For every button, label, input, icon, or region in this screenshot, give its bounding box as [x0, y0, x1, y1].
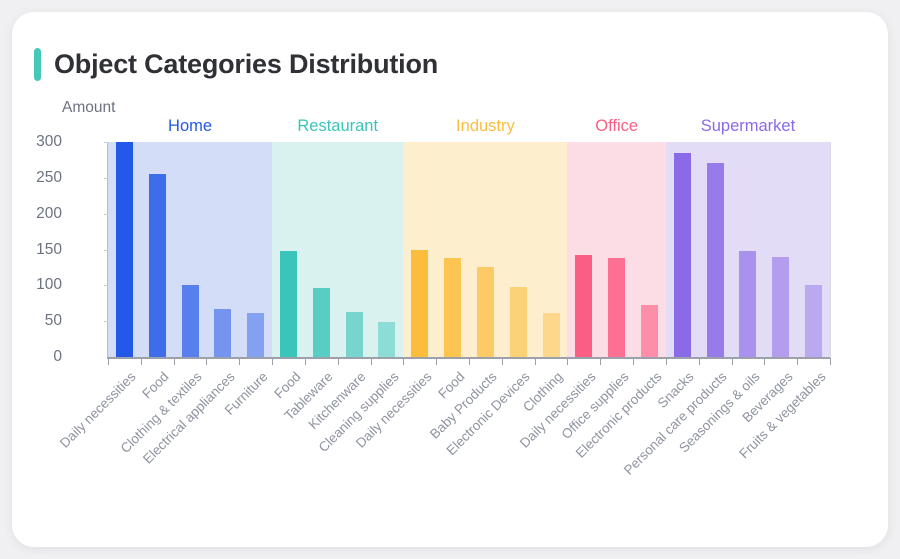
- x-tick-mark: [337, 358, 339, 365]
- group-title-office: Office: [595, 117, 639, 135]
- bar[interactable]: [542, 313, 560, 357]
- y-tick-mark: [104, 213, 108, 215]
- group-title-industry: Industry: [456, 117, 515, 135]
- x-tick-mark: [830, 358, 831, 365]
- y-tick-label: 150: [36, 240, 62, 258]
- y-tick-label: 50: [44, 312, 62, 330]
- x-tick-mark: [731, 358, 733, 365]
- x-tick-mark: [436, 358, 438, 365]
- x-tick-mark: [600, 358, 602, 365]
- y-tick-label: 300: [36, 133, 62, 150]
- bar[interactable]: [247, 312, 265, 357]
- bar[interactable]: [115, 142, 133, 357]
- title-accent-bar: [34, 48, 41, 81]
- bar[interactable]: [476, 267, 494, 357]
- bar[interactable]: [214, 308, 232, 357]
- x-tick-mark: [304, 358, 306, 365]
- x-tick-mark: [140, 358, 142, 365]
- bar[interactable]: [805, 285, 823, 357]
- bar[interactable]: [608, 258, 626, 357]
- chart-card: Object Categories Distribution Amount 0 5…: [12, 12, 888, 547]
- bar[interactable]: [345, 311, 363, 357]
- y-tick-mark: [104, 249, 108, 251]
- page-title: Object Categories Distribution: [54, 49, 439, 79]
- group-title-supermarket: Supermarket: [700, 117, 796, 135]
- bar[interactable]: [411, 249, 429, 357]
- bar[interactable]: [739, 250, 757, 357]
- x-tick-mark: [567, 358, 569, 365]
- plot-area: Home Restaurant Industry Office Supermarket: [108, 117, 830, 357]
- y-tick-mark: [104, 285, 108, 287]
- bar[interactable]: [509, 286, 527, 357]
- plot-right-edge: [830, 142, 831, 358]
- bar[interactable]: [312, 288, 330, 357]
- bar[interactable]: [772, 257, 790, 357]
- x-tick-mark: [272, 358, 274, 365]
- x-tick-mark: [469, 358, 470, 365]
- x-tick-mark: [403, 358, 405, 365]
- y-tick-label: 200: [36, 204, 62, 222]
- x-axis-line: [107, 357, 831, 359]
- x-tick-mark: [534, 358, 536, 365]
- x-tick-mark: [501, 358, 503, 365]
- y-tick-label: 100: [36, 276, 62, 294]
- x-tick-mark: [206, 358, 208, 365]
- x-tick-mark: [764, 358, 766, 365]
- x-tick-mark: [633, 358, 635, 365]
- y-tick-mark: [104, 142, 108, 143]
- group-title-home: Home: [168, 117, 213, 135]
- y-tick-label: 250: [36, 168, 62, 186]
- bar[interactable]: [279, 250, 298, 357]
- x-tick-mark: [370, 358, 372, 365]
- y-tick-mark: [104, 177, 108, 179]
- bar[interactable]: [673, 152, 691, 357]
- x-tick-mark: [173, 358, 175, 365]
- x-tick-mark: [698, 358, 700, 365]
- bar[interactable]: [575, 255, 593, 357]
- x-tick-mark: [239, 358, 241, 365]
- x-tick-mark: [665, 358, 667, 365]
- bar[interactable]: [706, 162, 724, 357]
- x-tick-mark: [108, 358, 109, 365]
- group-title-restaurant: Restaurant: [297, 117, 379, 135]
- bar[interactable]: [148, 174, 166, 357]
- card-header: Object Categories Distribution: [34, 48, 438, 81]
- x-tick-mark: [797, 358, 799, 365]
- bar[interactable]: [444, 258, 462, 357]
- bar[interactable]: [378, 321, 396, 357]
- y-tick-label: 0: [53, 348, 62, 365]
- bar[interactable]: [640, 305, 659, 357]
- y-tick-mark: [104, 321, 108, 323]
- bar[interactable]: [181, 284, 199, 357]
- y-axis-label: Amount: [62, 99, 116, 116]
